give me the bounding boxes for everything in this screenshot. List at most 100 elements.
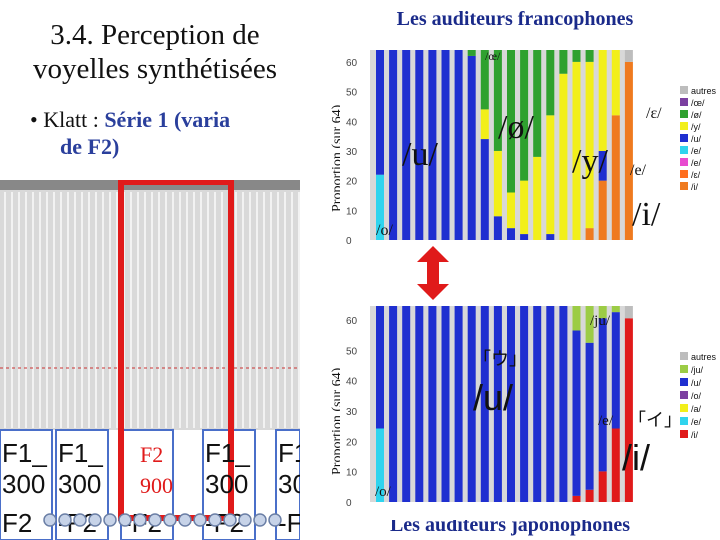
spectrogram-stripe (151, 192, 153, 428)
highlight-f2-label: F2 (140, 442, 163, 467)
spectrogram-bead (118, 513, 132, 527)
bottom-y-tick: 60 (346, 316, 358, 327)
spectrogram-label-f1: F1_ (2, 438, 47, 468)
top-bar-segment (402, 50, 411, 240)
top-bar-segment (480, 109, 489, 140)
annot-i-kana: 「イ」 (628, 410, 682, 430)
bottom-legend-label: /a/ (691, 404, 702, 414)
spectrogram-label-val: 300 (205, 469, 248, 499)
annot-e-jp: /e/ (598, 413, 614, 429)
top-bar-segment (507, 50, 515, 193)
bottom-bar-segment (415, 306, 424, 502)
bottom-y-tick: 10 (346, 468, 358, 479)
top-bar-segment (546, 50, 555, 116)
spectrogram-stripe (263, 192, 265, 428)
spectrogram-stripe (207, 192, 209, 428)
spectrogram-stripe (179, 192, 181, 428)
top-bar-segment (611, 115, 620, 240)
top-legend-label: autres (691, 86, 717, 96)
spectrogram-stripe (284, 192, 286, 428)
top-bar-segment (572, 61, 581, 240)
top-legend-label: /e/ (691, 158, 702, 168)
bottom-legend-label: /i/ (691, 430, 699, 440)
bottom-y-tick: 30 (346, 407, 358, 418)
top-bar-segment (428, 50, 437, 240)
top-legend-swatch (680, 170, 688, 178)
spectrogram-bead (268, 513, 282, 527)
bottom-bar-segment (611, 312, 620, 429)
bottom-legend-swatch (680, 430, 688, 438)
spectrogram-stripe (298, 192, 300, 428)
spectrogram-bead (43, 513, 57, 527)
spectrogram-bead (193, 513, 207, 527)
spectrogram-stripe (186, 192, 188, 428)
spectrogram-stripe (4, 192, 6, 428)
annot-epsilon: /ɛ/ (646, 105, 662, 122)
spectrogram-stripe (39, 192, 41, 428)
spectrogram-stripe (144, 192, 146, 428)
top-legend-label: /i/ (691, 182, 699, 192)
annot-ju: /ju/ (590, 313, 611, 329)
top-bar-segment (415, 50, 424, 240)
spectrogram-label-f1: F1_ (58, 438, 103, 468)
highlight-f2-value: 900 (140, 473, 173, 498)
annot-i-jp: /i/ (622, 437, 650, 478)
top-legend-label: /y/ (691, 122, 701, 132)
top-bar-segment (624, 61, 633, 240)
bottom-bar-segment (480, 306, 489, 502)
top-bar-segment (559, 73, 568, 240)
spectrogram-bead (178, 513, 192, 527)
double-arrow-icon (417, 246, 449, 300)
bottom-y-tick: 40 (346, 377, 358, 388)
bottom-y-tick: 0 (346, 498, 352, 509)
spectrogram-stripe (53, 192, 55, 428)
top-bar-segment (493, 50, 502, 151)
top-legend-swatch (680, 146, 688, 154)
top-y-tick: 40 (346, 117, 358, 128)
top-bar-segment (559, 50, 568, 74)
spectrogram-stripe (18, 192, 20, 428)
top-legend-label: /u/ (691, 134, 702, 144)
spectrogram-stripe (11, 192, 13, 428)
top-bar-segment (572, 50, 581, 62)
top-y-tick: 50 (346, 88, 358, 99)
spectrogram-stripe (137, 192, 139, 428)
bottom-bar-segment (376, 306, 384, 429)
bottom-legend-swatch (680, 404, 688, 412)
top-y-tick: 60 (346, 58, 358, 69)
top-bar-segment (493, 216, 502, 240)
spectrogram-stripe (221, 192, 223, 428)
spectrogram-stripe (81, 192, 83, 428)
bottom-legend-swatch (680, 352, 688, 360)
bottom-bar-segment (598, 306, 607, 319)
bottom-bar-segment (624, 318, 633, 502)
spectrogram-stripe (242, 192, 244, 428)
top-legend-label: /œ/ (691, 98, 705, 108)
top-legend-label: /e/ (691, 146, 702, 156)
top-bar-segment (598, 180, 607, 240)
top-bar-segment (546, 234, 555, 240)
bullet-point: • Klatt : Série 1 (varia (30, 107, 231, 132)
top-bar-segment (611, 50, 620, 116)
top-bar-segment (585, 61, 594, 229)
bottom-legend-label: /e/ (691, 417, 702, 427)
annot-i: /i/ (632, 196, 661, 233)
spectrogram-stripe (25, 192, 27, 428)
spectrogram-stripe (116, 192, 118, 428)
spectrogram-bead (103, 513, 117, 527)
bottom-bar-segment (546, 306, 555, 502)
top-legend-swatch (680, 134, 688, 142)
bottom-legend-label: autres (691, 352, 717, 362)
spectrogram-stripe (235, 192, 237, 428)
top-legend-swatch (680, 122, 688, 130)
spectrogram-stripe (158, 192, 160, 428)
spectrogram-bead (148, 513, 162, 527)
spectrogram-bead (73, 513, 87, 527)
spectrogram-stripe (74, 192, 76, 428)
top-bar-segment (598, 50, 607, 151)
spectrogram-stripe (270, 192, 272, 428)
annot-y: /y/ (572, 143, 608, 180)
spectrogram-label-f1: F1 (278, 438, 300, 468)
spectrogram-stripe (109, 192, 111, 428)
bottom-legend-swatch (680, 365, 688, 373)
